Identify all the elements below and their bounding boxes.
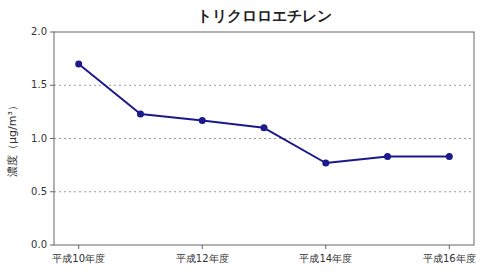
point bbox=[446, 153, 453, 160]
plot-area bbox=[54, 32, 474, 245]
y-tick bbox=[50, 32, 54, 33]
point bbox=[75, 60, 82, 67]
x-tick-label: 平成16年度 bbox=[423, 253, 476, 264]
chart-container: 0.0 0.5 1.0 1.5 2.0 平成10年度 平成12年度 平成14年度 平成16年度 ト… bbox=[0, 0, 488, 275]
grid-line bbox=[54, 191, 474, 192]
line bbox=[79, 64, 450, 163]
title: トリクロロエチレン bbox=[197, 7, 332, 25]
x-tick bbox=[449, 245, 450, 249]
point bbox=[322, 159, 329, 166]
y-axis-label: 濃度（μg/m³） bbox=[6, 100, 19, 177]
grid-line bbox=[54, 138, 474, 139]
point bbox=[199, 117, 206, 124]
chart: 0.0 0.5 1.0 1.5 2.0 平成10年度 平成12年度 平成14年度 平成16年度 ト… bbox=[0, 0, 488, 275]
y-tick-label: 0.0 bbox=[31, 239, 47, 250]
y-tick-label: 2.0 bbox=[31, 26, 47, 37]
x-tick-label: 平成10年度 bbox=[52, 253, 105, 264]
grid-line bbox=[54, 85, 474, 86]
x-tick bbox=[78, 245, 79, 249]
x-tick-label: 平成12年度 bbox=[176, 253, 229, 264]
x-tick-label: 平成14年度 bbox=[299, 253, 352, 264]
point bbox=[384, 153, 391, 160]
y-tick bbox=[50, 245, 54, 246]
series-group bbox=[75, 60, 453, 166]
x-tick bbox=[325, 245, 326, 249]
x-tick bbox=[202, 245, 203, 249]
point bbox=[137, 111, 144, 118]
y-tick-label: 1.0 bbox=[31, 133, 47, 144]
y-tick-label: 1.5 bbox=[31, 79, 47, 90]
point bbox=[261, 124, 268, 131]
plot-frame bbox=[54, 32, 474, 245]
y-tick bbox=[50, 85, 54, 86]
y-tick bbox=[50, 138, 54, 139]
y-tick-label: 0.5 bbox=[31, 186, 47, 197]
y-tick bbox=[50, 191, 54, 192]
